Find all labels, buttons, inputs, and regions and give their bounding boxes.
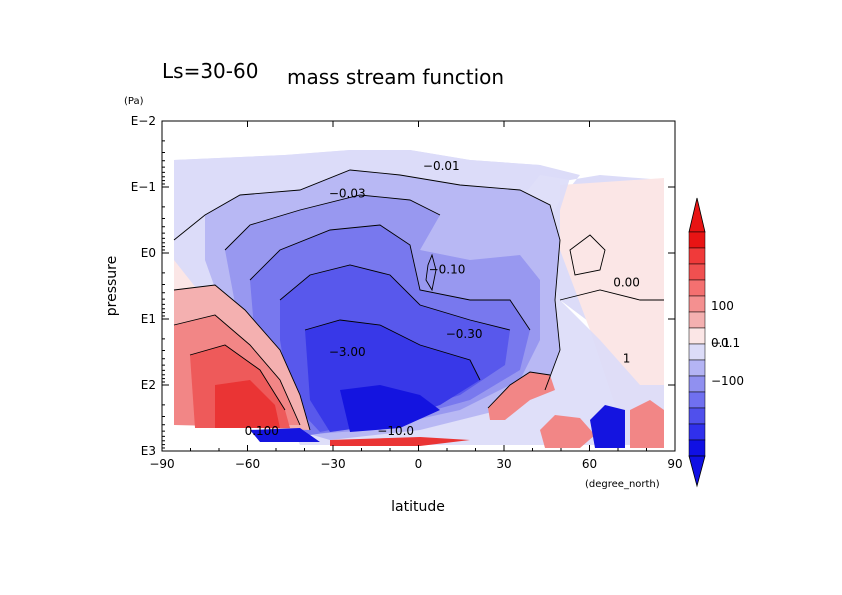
y-axis: E−2 E−1 E0 E1 E2 E3 <box>131 114 675 458</box>
colorbar-swatch <box>688 311 706 329</box>
x-tick-label: −90 <box>149 457 174 471</box>
contour-label: −0.30 <box>446 327 483 341</box>
x-tick-label: 60 <box>582 457 597 471</box>
y-tick-label: E2 <box>141 378 156 392</box>
y-tick-label: E1 <box>141 312 156 326</box>
field-blue-patch-north <box>590 405 625 448</box>
contour-label: 0.100 <box>245 424 279 438</box>
colorbar-swatch <box>688 327 706 345</box>
contour-label: −3.00 <box>329 345 366 359</box>
contour-field <box>162 121 675 451</box>
colorbar-swatch <box>688 231 706 249</box>
field-red-patch-4 <box>330 437 470 446</box>
contour-label: 0.00 <box>613 276 640 290</box>
chart-title: mass stream function <box>287 65 504 89</box>
colorbar-swatch <box>688 407 706 425</box>
contour-label: −10.0 <box>377 424 414 438</box>
colorbar-swatch <box>688 423 706 441</box>
x-axis-label: latitude <box>391 499 445 515</box>
y-tick-label: E3 <box>141 444 156 458</box>
colorbar-label: 0.1 <box>711 336 730 350</box>
colorbar: 100 0.1−0.1 −100 <box>688 197 744 488</box>
colorbar-swatch <box>688 439 706 457</box>
contour-label: −0.01 <box>423 159 460 173</box>
colorbar-swatch <box>688 263 706 281</box>
contour-labels: −0.01 −0.03 −0.10 0.00 −0.30 −3.00 −10.0 0.100 1 <box>245 159 640 438</box>
contour-label: 1 <box>623 352 631 366</box>
colorbar-swatch <box>688 375 706 393</box>
colorbar-swatch <box>688 247 706 265</box>
colorbar-top-arrow <box>688 197 706 233</box>
field-blue-patch-south <box>250 428 320 442</box>
field-red-4 <box>215 380 280 428</box>
colorbar-label: 100 <box>711 299 734 313</box>
contour-lines <box>173 169 664 431</box>
x-tick-label: 90 <box>667 457 682 471</box>
x-tick-label: 0 <box>415 457 423 471</box>
colorbar-label: −0.1 <box>711 336 740 350</box>
y-axis-label: pressure <box>104 256 120 316</box>
field-red-patch-3 <box>630 400 664 448</box>
colorbar-bottom-arrow <box>688 455 706 488</box>
field-blue-7 <box>340 385 440 432</box>
x-tick-label: −60 <box>235 457 260 471</box>
x-axis: −90 −60 −30 0 30 60 90 <box>149 121 683 471</box>
x-tick-label: −30 <box>320 457 345 471</box>
colorbar-label: −100 <box>711 374 744 388</box>
contour-label: −0.10 <box>429 263 466 277</box>
x-tick-label: 30 <box>496 457 511 471</box>
field-red-patch-2 <box>540 415 595 448</box>
contour-label: −0.03 <box>329 187 366 201</box>
y-unit: (Pa) <box>124 96 144 107</box>
colorbar-swatch <box>688 391 706 409</box>
y-tick-label: E0 <box>141 246 156 260</box>
x-axis-unit: (degree_north) <box>585 479 660 490</box>
chart-title-prefix: Ls=30-60 <box>162 59 258 83</box>
colorbar-swatch <box>688 279 706 297</box>
colorbar-swatch <box>688 343 706 361</box>
colorbar-swatch <box>688 359 706 377</box>
y-tick-label: E−2 <box>131 114 156 128</box>
y-tick-label: E−1 <box>131 180 156 194</box>
field-red-patch-1 <box>488 372 555 420</box>
colorbar-swatch <box>688 295 706 313</box>
